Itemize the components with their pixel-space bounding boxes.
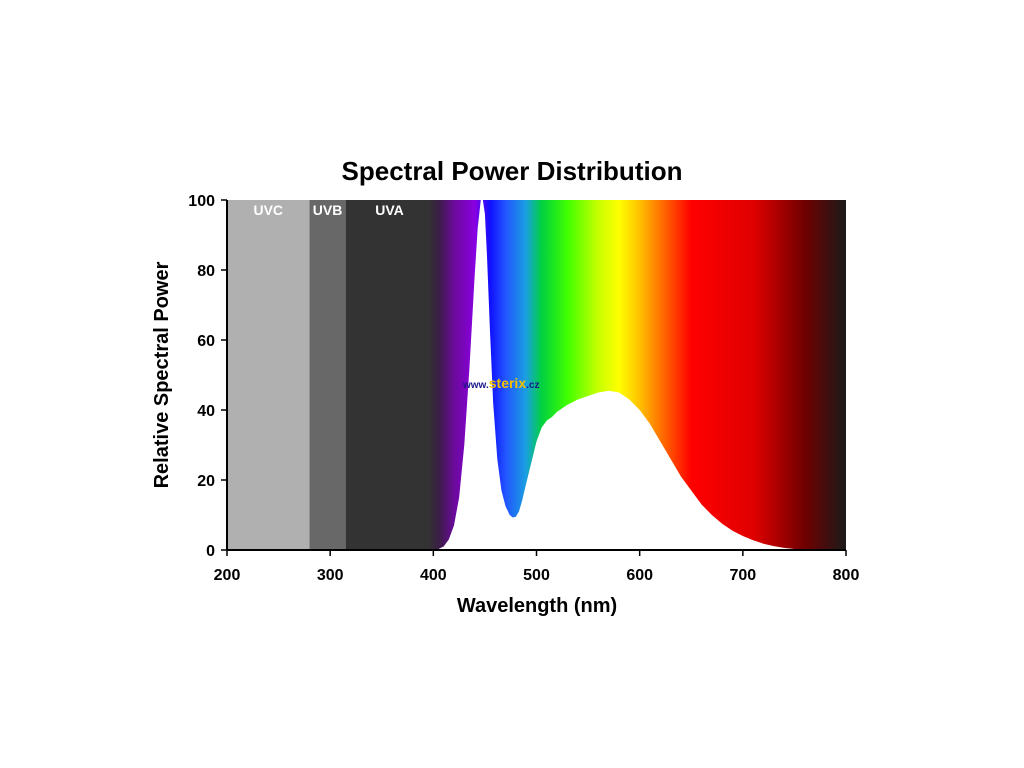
y-tick-label: 60 (197, 333, 215, 350)
y-axis-label: Relative Spectral Power (151, 261, 173, 488)
x-tick-label: 700 (729, 567, 756, 584)
x-tick-label: 300 (317, 567, 344, 584)
y-tick-label: 100 (188, 193, 215, 210)
svg-text:www.sterix.cz: www.sterix.cz (462, 375, 539, 391)
x-axis-ticks: 200 300 400 500 600 700 800 (214, 550, 860, 584)
band-label-uvc: UVC (253, 202, 283, 218)
x-tick-label: 600 (626, 567, 653, 584)
watermark-brand: sterix (489, 375, 527, 391)
x-axis-label: Wavelength (nm) (457, 595, 617, 617)
y-tick-label: 40 (197, 403, 215, 420)
watermark: www.sterix.cz (462, 375, 539, 391)
uv-bands (227, 200, 434, 550)
y-axis-ticks: 0 20 40 60 80 100 (188, 193, 227, 560)
x-tick-label: 800 (833, 567, 860, 584)
watermark-prefix: www. (462, 380, 489, 391)
x-tick-label: 200 (214, 567, 241, 584)
x-tick-label: 500 (523, 567, 550, 584)
band-uvb (309, 200, 346, 550)
spectral-power-curve (433, 200, 846, 550)
band-label-uva: UVA (375, 202, 404, 218)
plot-area: UVC UVB UVA (227, 200, 846, 550)
watermark-suffix: .cz (526, 380, 539, 391)
y-tick-label: 80 (197, 263, 215, 280)
band-uva (345, 200, 434, 550)
y-tick-label: 0 (206, 543, 215, 560)
uv-band-labels: UVC UVB UVA (253, 202, 403, 218)
x-tick-label: 400 (420, 567, 447, 584)
band-uvc (227, 200, 310, 550)
chart-title: Spectral Power Distribution (342, 156, 683, 186)
band-label-uvb: UVB (313, 202, 343, 218)
y-tick-label: 20 (197, 473, 215, 490)
